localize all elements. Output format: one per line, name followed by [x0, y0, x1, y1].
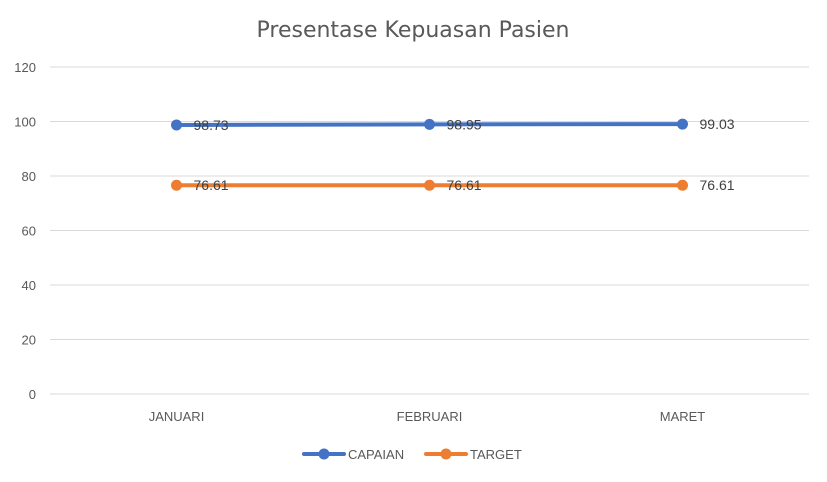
y-axis-ticks: 0 20 40 60 80 100 120	[14, 60, 36, 402]
data-label-capaian: 99.03	[700, 116, 735, 132]
data-label-target: 76.61	[194, 177, 229, 193]
data-point-target	[424, 179, 435, 191]
legend-label-target: TARGET	[470, 447, 522, 462]
x-tick-label: FEBRUARI	[397, 409, 463, 424]
legend: CAPAIAN TARGET	[302, 447, 522, 462]
legend-marker-target	[440, 448, 452, 460]
chart-title: Presentase Kepuasan Pasien	[257, 18, 570, 43]
x-tick-label: JANUARI	[149, 409, 205, 424]
data-label-capaian: 98.95	[447, 116, 482, 132]
series-lines	[171, 118, 688, 191]
x-tick-label: MARET	[660, 409, 706, 424]
data-labels: 98.73 98.95 99.03 76.61 76.61 76.61	[194, 116, 735, 193]
data-point-capaian	[171, 119, 182, 131]
y-tick-label: 20	[22, 333, 36, 348]
legend-marker-capaian	[318, 448, 330, 460]
legend-label-capaian: CAPAIAN	[348, 447, 404, 462]
data-label-target: 76.61	[700, 177, 735, 193]
data-point-capaian	[677, 118, 688, 130]
y-tick-label: 100	[14, 115, 36, 130]
y-tick-label: 60	[22, 224, 36, 239]
y-tick-label: 120	[14, 60, 36, 75]
data-point-target	[171, 179, 182, 191]
y-tick-label: 40	[22, 278, 36, 293]
data-label-capaian: 98.73	[194, 117, 229, 133]
data-point-capaian	[424, 118, 435, 130]
data-point-target	[677, 179, 688, 191]
y-tick-label: 80	[22, 169, 36, 184]
gridlines	[50, 66, 809, 395]
y-tick-label: 0	[29, 387, 36, 402]
data-label-target: 76.61	[447, 177, 482, 193]
x-axis-ticks: JANUARI FEBRUARI MARET	[149, 409, 706, 424]
